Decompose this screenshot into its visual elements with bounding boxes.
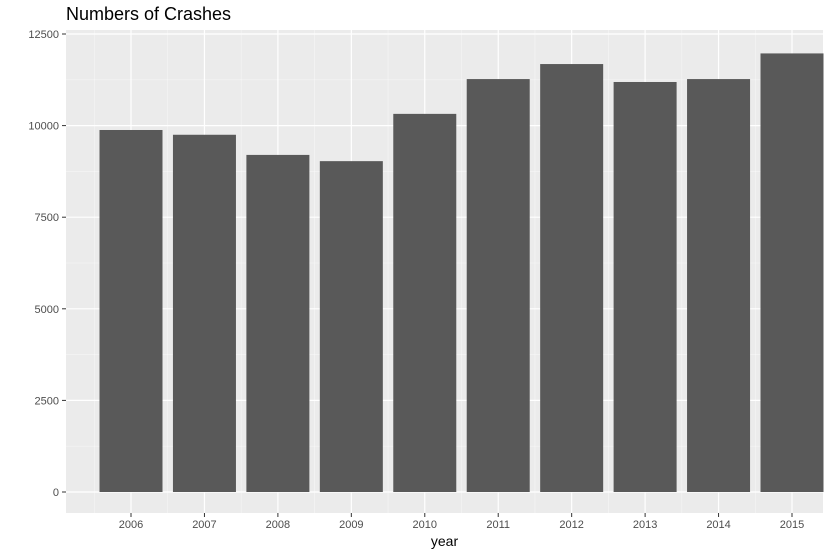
bar-2009 — [319, 161, 383, 492]
x-axis-title: year — [431, 533, 459, 549]
bar-2014 — [687, 79, 751, 492]
chart-title: Numbers of Crashes — [66, 4, 231, 24]
x-tick-label: 2012 — [559, 519, 583, 531]
bars — [99, 53, 824, 493]
bar-2011 — [466, 79, 530, 492]
x-tick-label: 2014 — [706, 519, 730, 531]
x-axis: 2006 2007 2008 2009 2010 2011 2012 2013 2014 2015 — [119, 513, 804, 531]
bar-2013 — [613, 81, 677, 492]
y-axis: 0 2500 5000 7500 10000 12500 — [28, 29, 66, 499]
bar-2012 — [540, 64, 604, 492]
bar-2006 — [99, 129, 163, 492]
y-tick-label: 0 — [53, 487, 59, 499]
x-tick-label: 2007 — [192, 519, 216, 531]
bar-2008 — [246, 154, 310, 493]
y-tick-label: 12500 — [28, 29, 59, 41]
x-tick-label: 2006 — [119, 519, 143, 531]
bar-2007 — [172, 134, 236, 492]
x-tick-label: 2009 — [339, 519, 363, 531]
y-tick-label: 10000 — [28, 121, 59, 133]
bar-2010 — [393, 113, 457, 493]
x-tick-label: 2015 — [780, 519, 804, 531]
x-tick-label: 2011 — [486, 519, 510, 531]
x-tick-label: 2010 — [413, 519, 437, 531]
x-tick-label: 2008 — [266, 519, 290, 531]
y-tick-label: 2500 — [35, 395, 59, 407]
y-tick-label: 5000 — [35, 304, 59, 316]
bar-2015 — [760, 53, 824, 493]
y-tick-label: 7500 — [35, 212, 59, 224]
x-tick-label: 2013 — [633, 519, 657, 531]
